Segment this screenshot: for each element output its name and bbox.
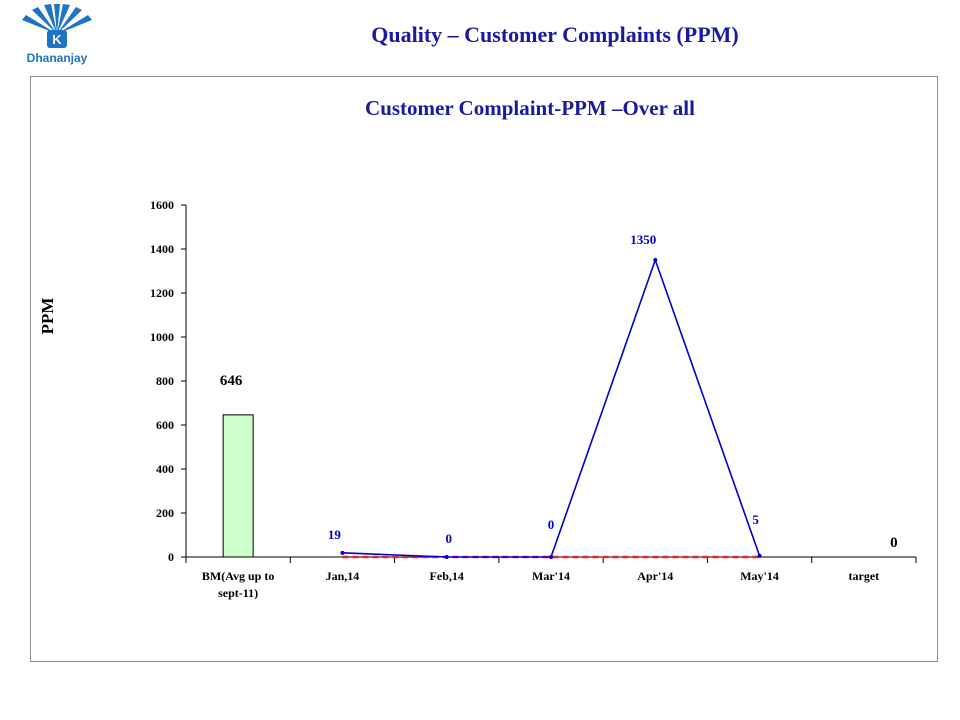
logo-letter: K: [52, 32, 62, 47]
x-tick-label: Feb,14: [430, 569, 464, 583]
target-value-label: 0: [890, 535, 898, 551]
ppm-data-label: 0: [548, 517, 555, 532]
x-tick-label: target: [849, 569, 880, 583]
y-tick-label: 800: [156, 374, 174, 388]
ppm-series-point: [653, 258, 658, 262]
ppm-series-point: [444, 555, 449, 559]
chart-frame: [30, 76, 938, 662]
x-tick-label: Mar'14: [532, 569, 570, 583]
chart-title: Customer Complaint-PPM –Over all: [365, 96, 695, 120]
x-tick-label: BM(Avg up to: [202, 569, 274, 583]
y-tick-label: 1000: [150, 330, 174, 344]
ppm-series-line: [342, 257, 761, 558]
bar-label: 646: [220, 373, 243, 389]
ppm-data-label: 1350: [630, 232, 656, 247]
x-tick-label: sept-11): [218, 586, 258, 600]
x-tick-label: May'14: [740, 569, 779, 583]
ppm-series-point: [757, 553, 762, 558]
slide-title: Quality – Customer Complaints (PPM): [371, 22, 739, 47]
y-tick-label: 1600: [150, 198, 174, 212]
company-logo: K Dhananjay: [12, 4, 102, 66]
y-tick-label: 400: [156, 462, 174, 476]
ppm-series-point: [340, 550, 345, 555]
y-tick-label: 600: [156, 418, 174, 432]
logo-wordmark: Dhananjay: [26, 51, 88, 65]
ppm-data-label: 0: [445, 531, 452, 546]
y-tick-label: 1200: [150, 286, 174, 300]
y-tick-label: 200: [156, 506, 174, 520]
bar-bm: [222, 414, 254, 558]
ppm-data-label: 19: [328, 527, 342, 542]
x-tick-label: Apr'14: [637, 569, 673, 583]
ppm-series-point: [549, 555, 553, 559]
y-axis-label: PPM: [38, 298, 57, 335]
logo-sunburst-icon: K: [22, 4, 92, 48]
y-tick-label: 1400: [150, 242, 174, 256]
x-tick-label: Jan,14: [326, 569, 360, 583]
y-tick-label: 0: [168, 550, 174, 564]
ppm-data-label: 5: [752, 512, 759, 527]
